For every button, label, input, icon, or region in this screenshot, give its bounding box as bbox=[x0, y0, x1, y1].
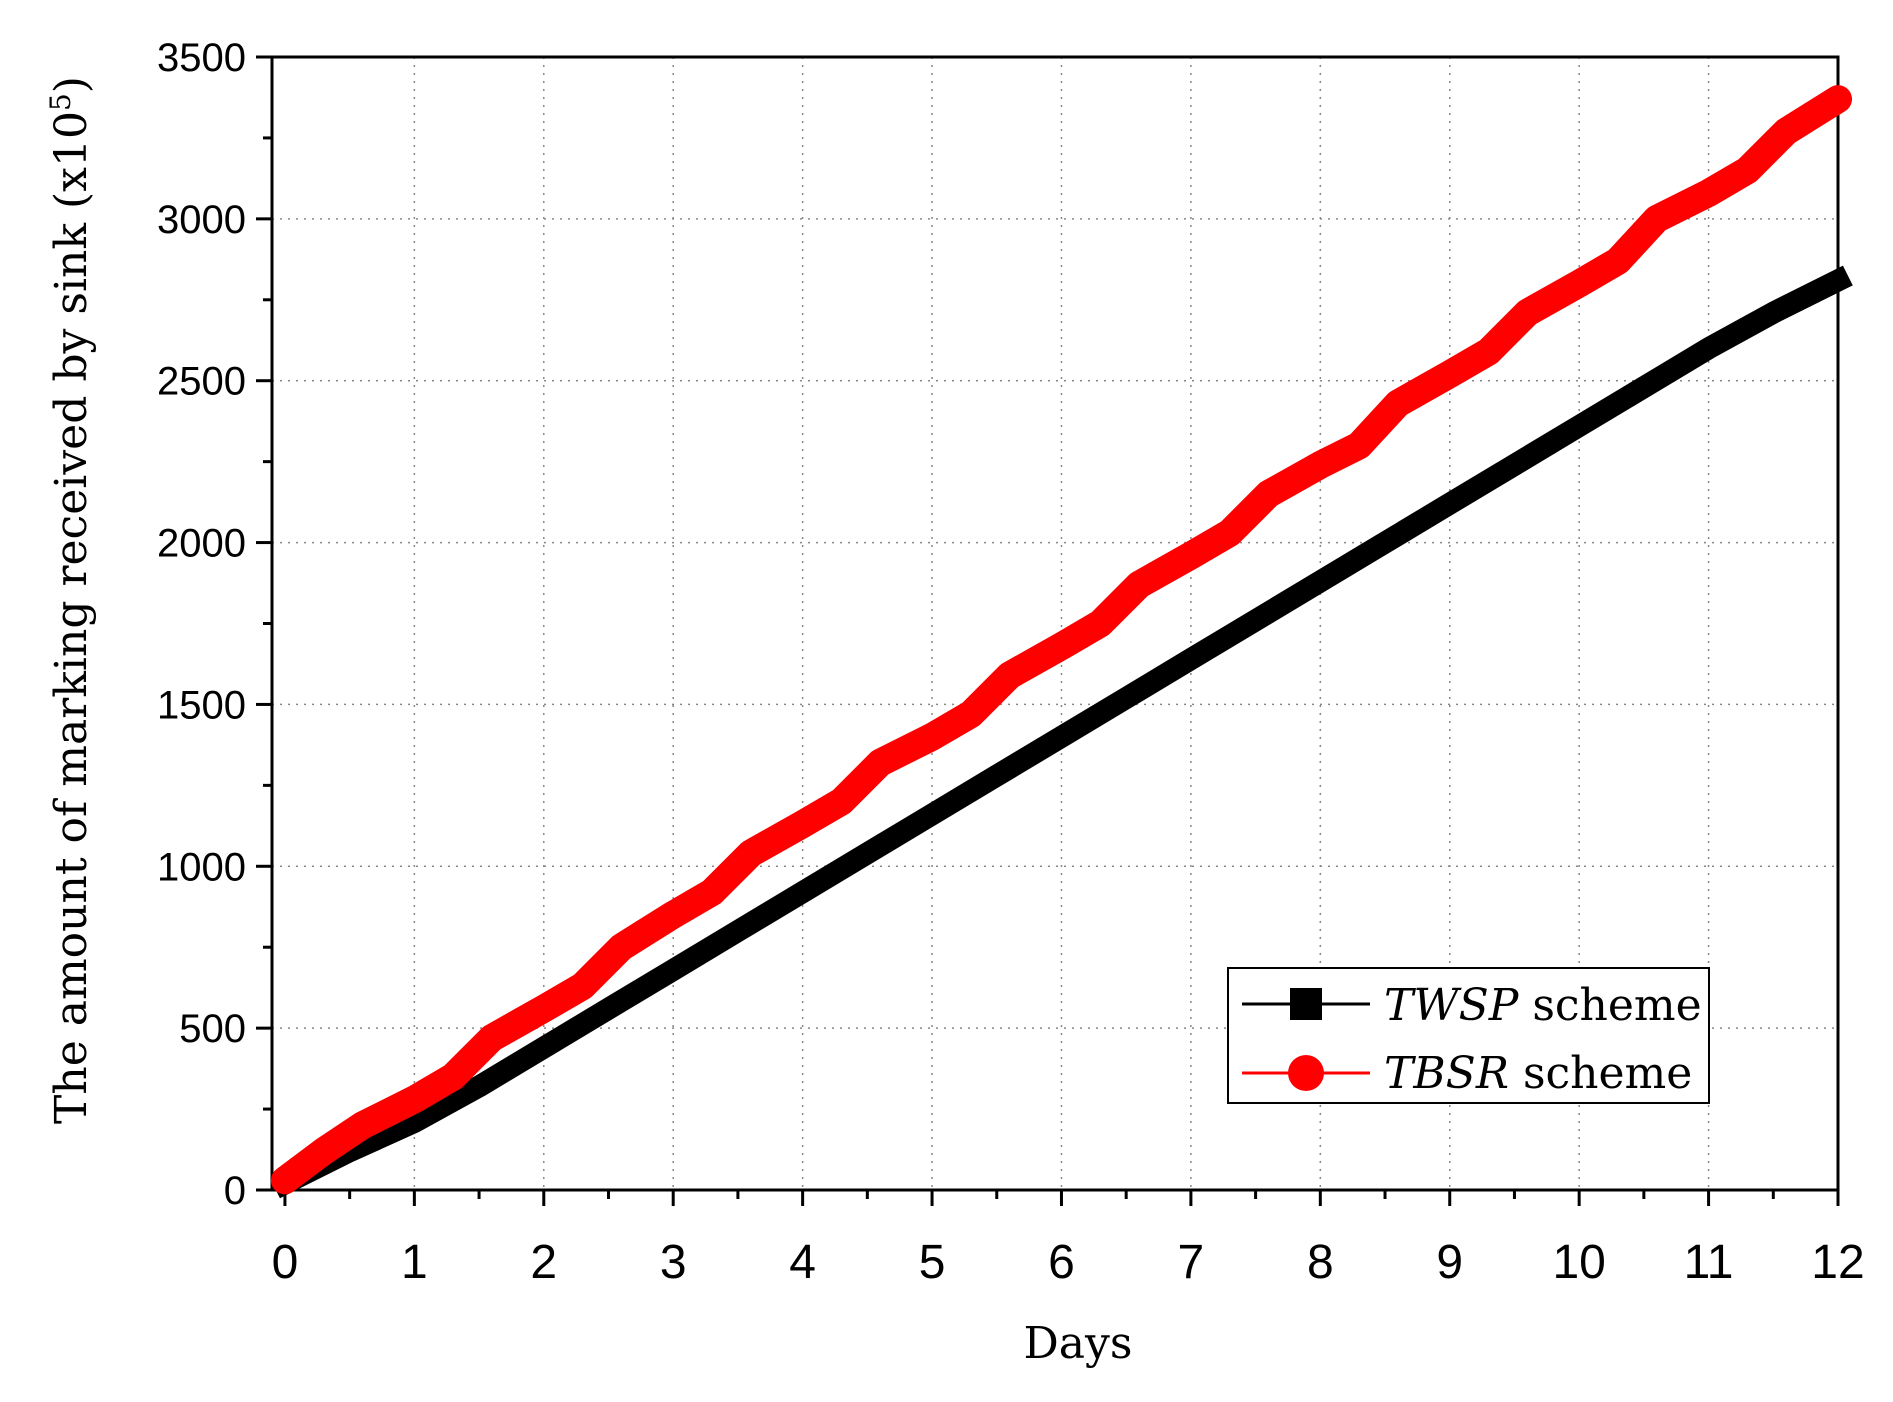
legend-label-twsp: TWSP scheme bbox=[1384, 980, 1702, 1031]
legend-marker-twsp bbox=[1290, 988, 1322, 1020]
x-tick-label: 12 bbox=[1811, 1236, 1864, 1289]
x-tick-label: 6 bbox=[1048, 1236, 1075, 1289]
y-tick-label: 1000 bbox=[157, 845, 246, 889]
x-tick-label: 2 bbox=[530, 1236, 557, 1289]
y-tick-label: 1500 bbox=[157, 683, 246, 727]
legend-label-twsp-rest: scheme bbox=[1518, 980, 1701, 1031]
y-axis-title-suffix: ) bbox=[46, 76, 97, 93]
legend: TWSP scheme TBSR scheme bbox=[1227, 967, 1710, 1104]
y-axis-title-superscript: 5 bbox=[44, 93, 77, 111]
legend-label-tbsr-italic: TBSR bbox=[1384, 1048, 1509, 1099]
y-tick-label: 0 bbox=[224, 1169, 246, 1213]
y-axis-title-main: The amount of marking received by sink (… bbox=[46, 111, 97, 1124]
x-tick-label: 1 bbox=[401, 1236, 428, 1289]
x-tick-label: 4 bbox=[789, 1236, 816, 1289]
x-tick-label: 5 bbox=[919, 1236, 946, 1289]
legend-label-tbsr-rest: scheme bbox=[1509, 1048, 1692, 1099]
x-tick-label: 3 bbox=[660, 1236, 687, 1289]
legend-label-twsp-italic: TWSP bbox=[1384, 980, 1520, 1031]
series-line-twsp bbox=[270, 265, 1853, 1199]
y-tick-label: 500 bbox=[179, 1007, 246, 1051]
x-tick-label: 9 bbox=[1436, 1236, 1463, 1289]
y-tick-label: 3500 bbox=[157, 36, 246, 80]
legend-label-tbsr: TBSR scheme bbox=[1384, 1048, 1692, 1099]
y-tick-label: 2500 bbox=[157, 360, 246, 404]
y-tick-label: 2000 bbox=[157, 522, 246, 566]
y-axis-title: The amount of marking received by sink (… bbox=[44, 76, 97, 1124]
series-layer bbox=[270, 85, 1853, 1199]
x-axis-title: Days bbox=[1024, 1318, 1133, 1369]
axes: 0 1 2 3 4 5 6 7 8 9 10 11 12050010001500200025003000… bbox=[157, 36, 1865, 1289]
legend-marker-tbsr bbox=[1288, 1055, 1324, 1091]
y-tick-label: 3000 bbox=[157, 198, 246, 242]
x-tick-label: 8 bbox=[1307, 1236, 1334, 1289]
x-tick-label: 0 bbox=[272, 1236, 299, 1289]
x-tick-label: 11 bbox=[1684, 1236, 1734, 1289]
series-line-tbsr bbox=[270, 85, 1852, 1195]
x-tick-label: 7 bbox=[1178, 1236, 1205, 1289]
x-tick-label: 10 bbox=[1552, 1236, 1605, 1289]
